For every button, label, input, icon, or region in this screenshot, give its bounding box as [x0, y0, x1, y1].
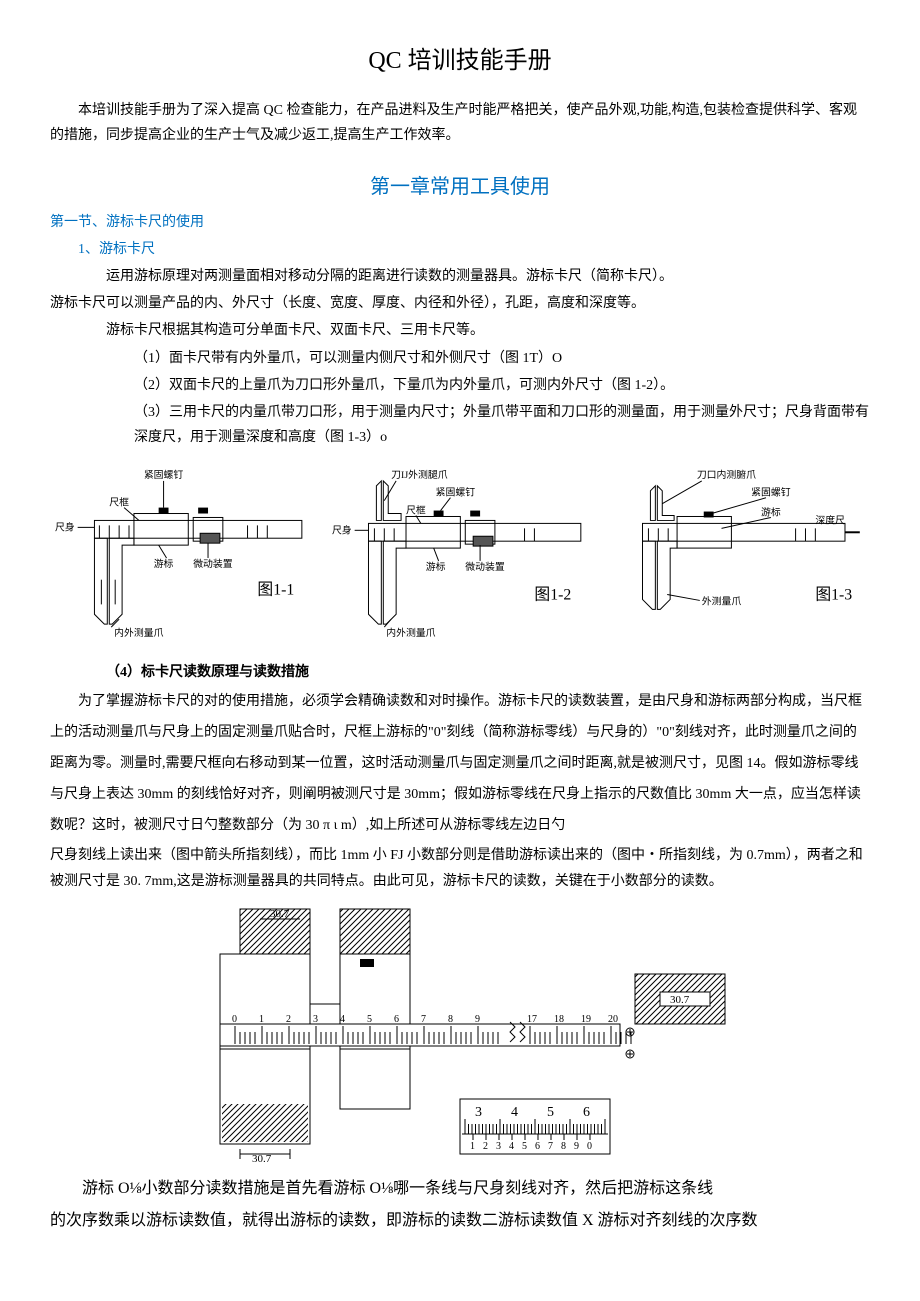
list-item-1: （1）面卡尺带有内外量爪，可以测量内侧尺寸和外侧尺寸（图 1T）O — [134, 346, 870, 371]
svg-text:0: 0 — [587, 1141, 592, 1152]
figure-1-1: 紧固螺钉 尺框 尺身 游标 微动装置 内外测量爪 — [50, 465, 317, 645]
para3-line2: 的次序数乘以游标读数值，就得出游标的读数，即游标的读数二游标读数值 X 游标对齐… — [50, 1206, 870, 1236]
figures-row: 紧固螺钉 尺框 尺身 游标 微动装置 内外测量爪 — [50, 465, 870, 645]
reading-figure: 30.7 012345678917181920 30.7 30.7 — [50, 904, 870, 1164]
measure-text: 游标卡尺可以测量产品的内、外尺寸（长度、宽度、厚度、内径和外径），孔距，高度和深… — [50, 291, 870, 316]
svg-text:图1-3: 图1-3 — [816, 587, 853, 604]
svg-text:8: 8 — [448, 1014, 453, 1025]
section-1-title: 第一节、游标卡尺的使用 — [50, 210, 870, 235]
svg-text:7: 7 — [548, 1141, 553, 1152]
svg-text:刀口内测腑爪: 刀口内测腑爪 — [697, 468, 756, 481]
svg-text:紧固螺钉: 紧固螺钉 — [751, 487, 791, 499]
svg-text:微动装置: 微动装置 — [193, 557, 233, 570]
para3-line1: 游标 O⅛小数部分读数措施是首先看游标 O⅛哪一条线与尺身刻线对齐，然后把游标这… — [50, 1174, 870, 1204]
list-item-2: （2）双面卡尺的上量爪为刀口形外量爪，下量爪为内外量爪，可测内外尺寸（图 1-2… — [134, 373, 870, 398]
svg-text:紧固螺钉: 紧固螺钉 — [144, 469, 184, 481]
svg-text:刀IJ外测腿爪: 刀IJ外测腿爪 — [391, 468, 448, 481]
svg-text:游标: 游标 — [154, 557, 174, 570]
svg-text:4: 4 — [509, 1141, 514, 1152]
svg-text:微动装置: 微动装置 — [465, 560, 505, 573]
list-item-3: （3）三用卡尺的内量爪带刀口形，用于测量内尺寸；外量爪带平面和刀口形的测量面，用… — [134, 400, 870, 450]
svg-text:30.7: 30.7 — [670, 994, 690, 1006]
svg-text:20: 20 — [608, 1014, 618, 1025]
svg-text:尺身: 尺身 — [332, 524, 352, 537]
svg-text:尺框: 尺框 — [406, 504, 426, 517]
figure-1-2: 刀IJ外测腿爪 紧固螺钉 尺框 尺身 游标 微动装置 内外测量爪 — [327, 465, 594, 645]
section-4: （4）标卡尺读数原理与读数措施 — [106, 660, 870, 685]
svg-text:6: 6 — [583, 1105, 590, 1120]
reading-para-2: 尺身刻线上读出来（图中箭头所指刻线），而比 1mm 小 FJ 小数部分则是借助游… — [50, 843, 870, 893]
svg-text:5: 5 — [367, 1014, 372, 1025]
types-text: 游标卡尺根据其构造可分单面卡尺、双面卡尺、三用卡尺等。 — [106, 318, 870, 343]
svg-text:6: 6 — [535, 1141, 540, 1152]
svg-text:9: 9 — [574, 1141, 579, 1152]
svg-text:5: 5 — [547, 1105, 554, 1120]
svg-text:6: 6 — [394, 1014, 399, 1025]
svg-text:30.7: 30.7 — [270, 908, 290, 920]
principle-text: 运用游标原理对两测量面相对移动分隔的距离进行读数的测量器具。游标卡尺（简称卡尺）… — [106, 264, 870, 289]
reading-para-3: 游标 O⅛小数部分读数措施是首先看游标 O⅛哪一条线与尺身刻线对齐，然后把游标这… — [50, 1174, 870, 1237]
svg-text:4: 4 — [340, 1014, 345, 1025]
svg-text:30.7: 30.7 — [252, 1153, 272, 1164]
svg-text:3: 3 — [475, 1105, 482, 1120]
svg-text:4: 4 — [511, 1105, 518, 1120]
svg-text:18: 18 — [554, 1014, 564, 1025]
svg-text:紧固螺钉: 紧固螺钉 — [435, 487, 475, 499]
svg-text:尺身: 尺身 — [55, 521, 75, 534]
svg-text:7: 7 — [421, 1014, 426, 1025]
svg-text:17: 17 — [527, 1014, 537, 1025]
chapter-1-title: 第一章常用工具使用 — [50, 169, 870, 205]
svg-text:3: 3 — [313, 1014, 318, 1025]
intro-paragraph: 本培训技能手册为了深入提高 QC 检查能力，在产品进料及生产时能严格把关，使产品… — [50, 98, 870, 148]
reading-para-1: 为了掌握游标卡尺的对的使用措施，必须学会精确读数和对时操作。游标卡尺的读数装置，… — [50, 687, 870, 841]
section-1-1: 1、游标卡尺 — [78, 237, 870, 262]
svg-text:9: 9 — [475, 1014, 480, 1025]
svg-text:2: 2 — [286, 1014, 291, 1025]
svg-text:外测量爪: 外测量爪 — [702, 595, 742, 608]
svg-text:3: 3 — [496, 1141, 501, 1152]
svg-text:内外测量爪: 内外测量爪 — [114, 626, 163, 639]
svg-text:图1-1: 图1-1 — [257, 582, 294, 599]
svg-text:深度尺: 深度尺 — [816, 514, 846, 527]
svg-text:8: 8 — [561, 1141, 566, 1152]
svg-text:0: 0 — [232, 1014, 237, 1025]
svg-text:游标: 游标 — [425, 560, 445, 573]
svg-text:内外测量爪: 内外测量爪 — [386, 626, 435, 639]
figure-1-3: 刀口内测腑爪 紧固螺钉 游标 深度尺 外测量爪 图1-3 — [603, 465, 870, 645]
svg-text:2: 2 — [483, 1141, 488, 1152]
svg-text:图1-2: 图1-2 — [534, 587, 571, 604]
svg-text:5: 5 — [522, 1141, 527, 1152]
svg-text:1: 1 — [259, 1014, 264, 1025]
doc-title: QC 培训技能手册 — [50, 40, 870, 83]
svg-text:尺框: 尺框 — [109, 496, 129, 509]
svg-text:游标: 游标 — [761, 506, 781, 519]
svg-text:19: 19 — [581, 1014, 591, 1025]
svg-text:1: 1 — [470, 1141, 475, 1152]
